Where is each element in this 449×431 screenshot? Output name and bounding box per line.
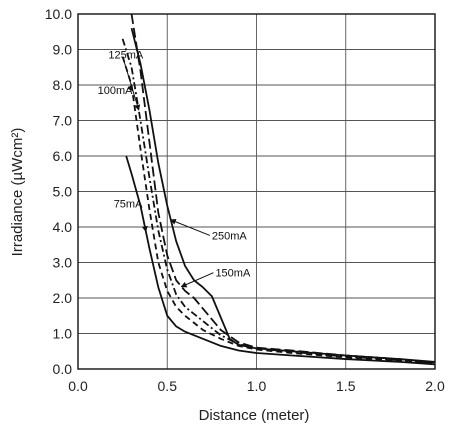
annotation-layer: 125mA 100mA 75mA 250mA 150mA <box>98 49 251 288</box>
annotation-arrow <box>180 272 214 288</box>
x-tick-label: 1.0 <box>247 378 267 394</box>
x-tick-label: 1.5 <box>336 378 356 394</box>
x-tick-label: 0.0 <box>68 378 88 394</box>
grid-layer <box>78 14 435 369</box>
series-line-100ma <box>121 56 436 365</box>
y-tick-label: 0.0 <box>53 361 73 377</box>
x-tick-label: 0.5 <box>158 378 178 394</box>
series-line-250ma <box>130 27 436 363</box>
annotation-arrow <box>139 203 148 233</box>
y-tick-label: 5.0 <box>53 184 73 200</box>
y-tick-label: 6.0 <box>53 148 73 164</box>
axis-layer: 0.0 0.5 1.0 1.5 2.0 0.0 1.0 2.0 3.0 4.0 5.0 6.0 7.0 8… <box>45 6 445 394</box>
annotation-arrow <box>127 84 134 91</box>
x-tick-label: 2.0 <box>425 378 445 394</box>
annotation-label: 75mA <box>114 198 143 210</box>
y-tick-label: 10.0 <box>45 6 72 22</box>
y-tick-label: 1.0 <box>53 326 73 342</box>
annotation-label: 150mA <box>215 268 251 280</box>
series-layer <box>121 13 436 366</box>
y-tick-label: 2.0 <box>53 290 73 306</box>
annotation-label: 100mA <box>98 85 134 97</box>
y-tick-label: 7.0 <box>53 113 73 129</box>
series-line-125ma <box>121 38 436 364</box>
y-tick-label: 3.0 <box>53 255 73 271</box>
y-tick-label: 4.0 <box>53 219 73 235</box>
x-axis-title: Distance (meter) <box>199 407 310 424</box>
y-tick-label: 8.0 <box>53 77 73 93</box>
series-line-150ma <box>130 13 436 364</box>
plot-frame <box>77 13 436 370</box>
annotation-arrow <box>169 218 211 236</box>
y-tick-label: 9.0 <box>53 42 73 58</box>
y-axis-title: Irradiance (µWcm²) <box>9 128 26 257</box>
annotation-label: 125mA <box>108 49 144 61</box>
annotation-label: 250mA <box>212 230 248 242</box>
